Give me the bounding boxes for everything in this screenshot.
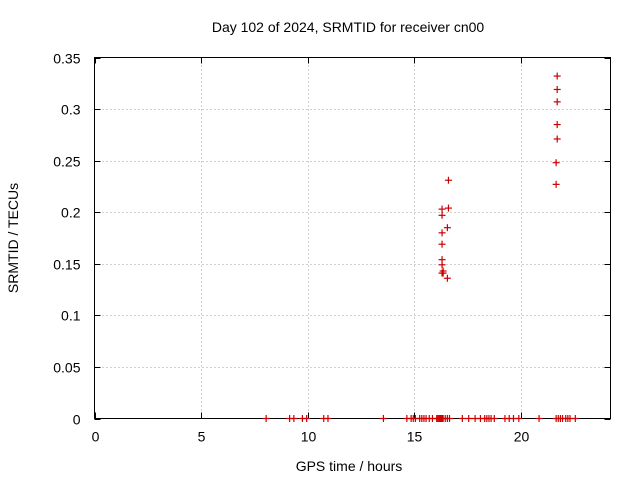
y-tick-labels: 0 0.05 0.1 0.15 0.2 0.25 0.3 0.35 bbox=[53, 51, 80, 428]
data-point-marker bbox=[553, 85, 561, 93]
data-point-marker bbox=[553, 98, 561, 106]
data-point-marker bbox=[438, 229, 446, 237]
y-tick-label: 0.3 bbox=[61, 102, 81, 118]
plot-frame bbox=[94, 57, 611, 419]
data-point-marker bbox=[444, 204, 452, 212]
data-point-marker bbox=[444, 176, 452, 184]
data-point-marker bbox=[552, 159, 560, 167]
data-point-marker bbox=[438, 240, 446, 248]
data-point-marker bbox=[443, 224, 451, 232]
data-point-marker bbox=[443, 274, 451, 282]
data-point-marker bbox=[552, 180, 560, 188]
data-point-marker bbox=[458, 415, 466, 422]
data-points bbox=[262, 72, 579, 422]
grid-lines bbox=[94, 57, 611, 419]
data-point-marker bbox=[446, 415, 454, 422]
data-point-marker bbox=[553, 72, 561, 80]
y-tick-label: 0.25 bbox=[53, 154, 80, 170]
data-point-marker bbox=[438, 205, 446, 213]
axis-ticks bbox=[94, 57, 611, 420]
y-tick-label: 0.05 bbox=[53, 360, 80, 376]
y-tick-label: 0.2 bbox=[61, 205, 81, 221]
data-point-marker bbox=[303, 415, 311, 422]
data-point-marker bbox=[553, 135, 561, 143]
data-point-marker bbox=[290, 415, 298, 422]
data-point-marker bbox=[490, 415, 498, 422]
data-point-marker bbox=[465, 415, 473, 422]
x-tick-label: 5 bbox=[198, 429, 206, 445]
data-point-marker bbox=[438, 261, 446, 269]
data-point-marker bbox=[262, 415, 270, 422]
x-tick-labels: 0 5 10 15 20 bbox=[92, 429, 530, 445]
y-tick-label: 0.1 bbox=[61, 308, 81, 324]
data-point-marker bbox=[438, 211, 446, 219]
y-tick-label: 0.35 bbox=[53, 51, 80, 67]
data-point-marker bbox=[535, 415, 543, 422]
data-point-marker bbox=[515, 415, 523, 422]
data-point-marker bbox=[571, 415, 579, 422]
chart-title: Day 102 of 2024, SRMTID for receiver cn0… bbox=[212, 19, 485, 35]
x-tick-label: 0 bbox=[92, 429, 100, 445]
data-point-marker bbox=[379, 415, 387, 422]
data-point-marker bbox=[553, 121, 561, 129]
data-point-marker bbox=[324, 415, 332, 422]
y-axis-label: SRMTID / TECUs bbox=[5, 183, 21, 293]
y-tick-label: 0.15 bbox=[53, 257, 80, 273]
data-point-marker bbox=[439, 267, 447, 275]
x-tick-label: 15 bbox=[407, 429, 423, 445]
x-tick-label: 10 bbox=[301, 429, 317, 445]
x-axis-label: GPS time / hours bbox=[296, 458, 403, 474]
x-tick-label: 20 bbox=[514, 429, 530, 445]
y-tick-label: 0 bbox=[73, 412, 81, 428]
